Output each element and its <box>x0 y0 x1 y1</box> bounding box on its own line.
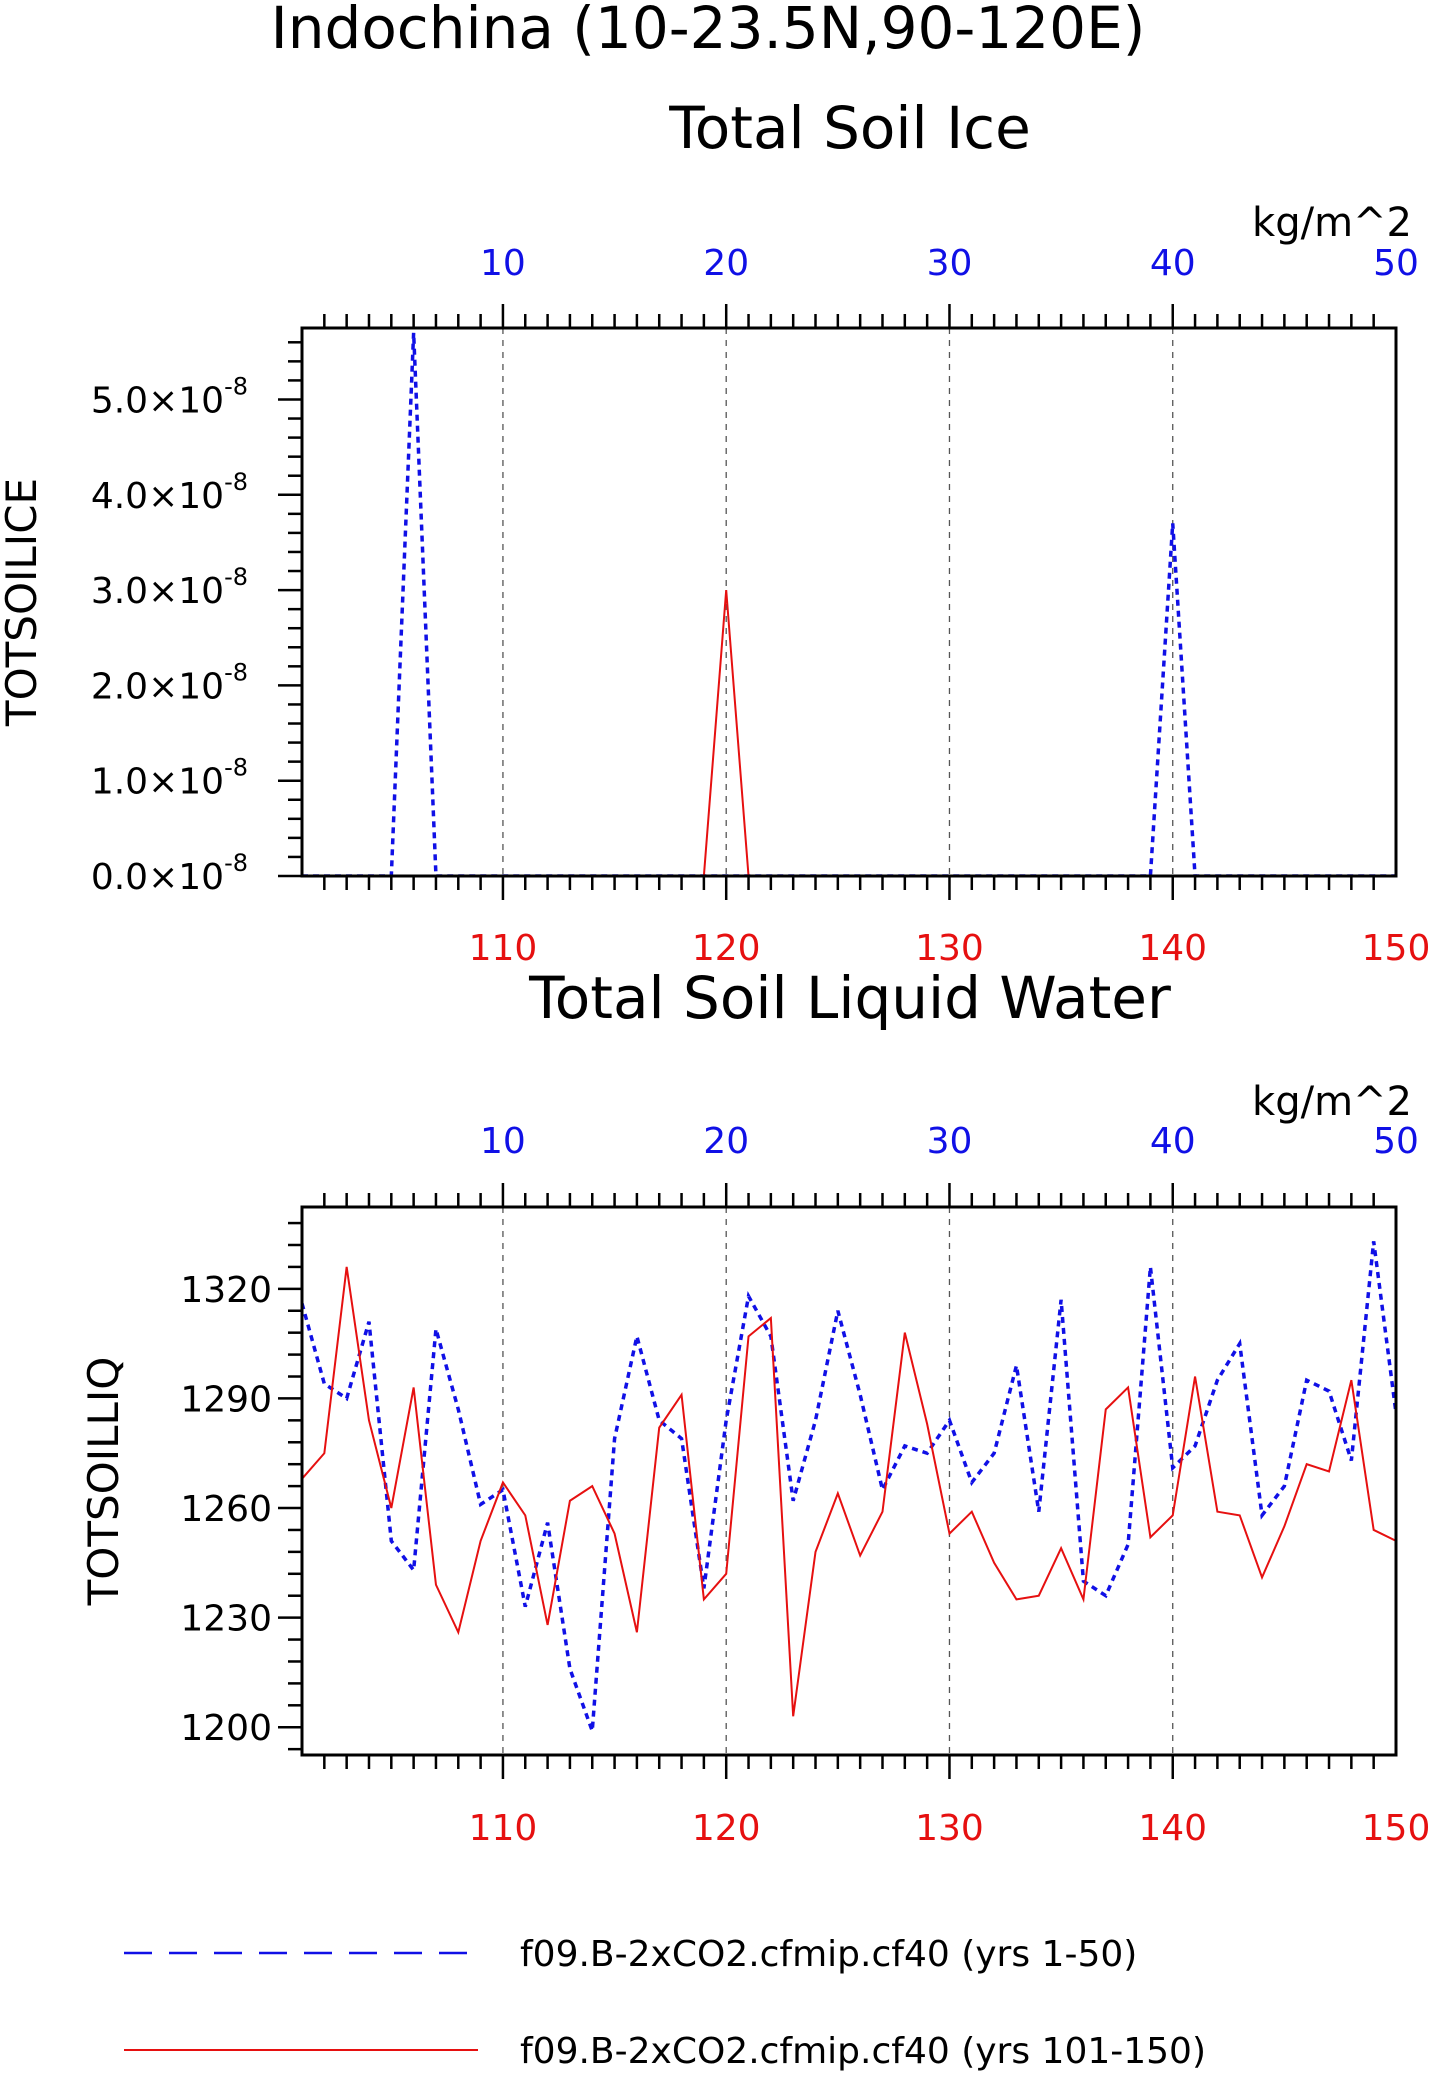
bottom-tick-label: 120 <box>692 928 761 969</box>
y-tick-label: 1.0×10-8 <box>91 754 248 803</box>
y-tick-label: 2.0×10-8 <box>91 658 248 707</box>
y-tick-label: 3.0×10-8 <box>91 563 248 612</box>
y-tick-label: 1200 <box>180 1708 272 1749</box>
bottom-tick-label: 110 <box>469 1808 538 1849</box>
top-tick-label: 20 <box>703 1121 749 1162</box>
legend-label-1: f09.B-2xCO2.cfmip.cf40 (yrs 1-50) <box>520 1934 1137 1975</box>
bottom-tick-label: 140 <box>1138 1808 1207 1849</box>
top-tick-label: 50 <box>1373 243 1419 284</box>
y-tick-label: 0.0×10-8 <box>91 849 248 898</box>
bottom-tick-label: 150 <box>1362 1808 1431 1849</box>
plot-frame <box>300 326 1398 878</box>
y-tick-label: 1320 <box>180 1270 272 1311</box>
top-tick-label: 50 <box>1373 1121 1419 1162</box>
legend-label-2: f09.B-2xCO2.cfmip.cf40 (yrs 101-150) <box>520 2031 1206 2072</box>
chart-panel-2: Total Soil Liquid Water kg/m^2 10 20 30 40 50 1… <box>79 964 1430 1849</box>
top-tick-label: 30 <box>927 1121 973 1162</box>
series-line-2 <box>302 1266 1396 1717</box>
units-label: kg/m^2 <box>1252 1079 1412 1125</box>
series-line-1 <box>302 332 1396 876</box>
top-tick-label: 10 <box>480 243 526 284</box>
y-axis-label: TOTSOILLIQ <box>79 1357 128 1607</box>
legend: f09.B-2xCO2.cfmip.cf40 (yrs 1-50) f09.B-2… <box>124 1934 1206 2072</box>
top-tick-label: 40 <box>1150 243 1196 284</box>
figure-title: Indochina (10-23.5N,90-120E) <box>271 0 1146 62</box>
panel-title: Total Soil Liquid Water <box>528 964 1171 1032</box>
bottom-tick-label: 140 <box>1138 928 1207 969</box>
bottom-tick-label: 150 <box>1362 928 1431 969</box>
bottom-tick-label: 120 <box>692 1808 761 1849</box>
y-tick-label: 5.0×10-8 <box>91 372 248 421</box>
top-tick-label: 10 <box>480 1121 526 1162</box>
bottom-tick-label: 130 <box>915 1808 984 1849</box>
y-tick-label: 4.0×10-8 <box>91 468 248 517</box>
plot-frame <box>300 1205 1398 1757</box>
y-axis-label: TOTSOILICE <box>0 478 46 727</box>
top-tick-label: 20 <box>703 243 749 284</box>
y-tick-label: 1230 <box>180 1599 272 1640</box>
top-tick-label: 40 <box>1150 1121 1196 1162</box>
y-tick-label: 1260 <box>180 1489 272 1530</box>
units-label: kg/m^2 <box>1252 200 1412 246</box>
top-tick-label: 30 <box>927 243 973 284</box>
bottom-tick-label: 110 <box>469 928 538 969</box>
y-tick-label: 1290 <box>180 1379 272 1420</box>
series-line-1 <box>302 1241 1396 1732</box>
panel-title: Total Soil Ice <box>668 94 1031 162</box>
bottom-tick-label: 130 <box>915 928 984 969</box>
chart-panel-1: Total Soil Ice kg/m^2 10 20 30 40 50 110 120 130 1… <box>0 94 1430 969</box>
series-line-2 <box>302 590 1396 876</box>
